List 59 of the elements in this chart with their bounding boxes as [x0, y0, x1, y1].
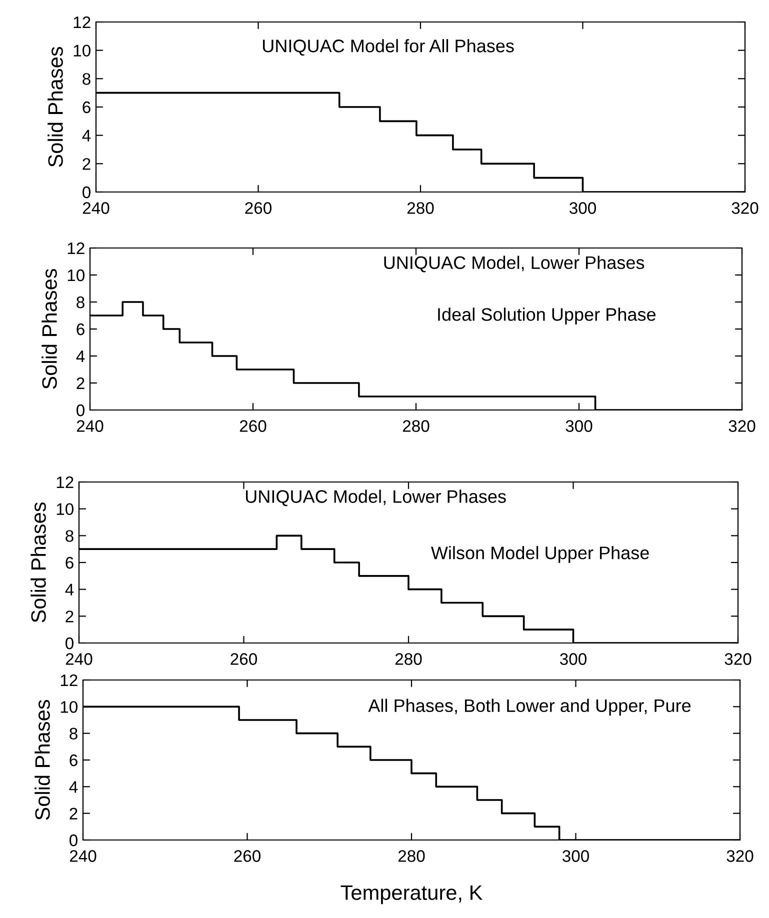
- y-tick-label: 6: [70, 754, 78, 766]
- y-tick-label: 0: [66, 637, 74, 650]
- x-axis-title: Temperature, K: [340, 885, 482, 904]
- x-tick-label: 260: [245, 202, 272, 214]
- x-tick-label: 320: [732, 202, 758, 214]
- y-tick-label: 10: [74, 44, 90, 57]
- x-tick-label: 260: [240, 420, 266, 432]
- y-tick-label: 8: [82, 73, 90, 85]
- x-tick-label: 300: [562, 850, 590, 862]
- annotation: Wilson Model Upper Phase: [431, 546, 649, 563]
- y-tick-label: 4: [82, 130, 91, 142]
- x-tick-label: 300: [560, 653, 587, 665]
- x-tick-label: 300: [566, 420, 592, 432]
- y-tick-label: 0: [76, 404, 84, 416]
- x-tick-label: 240: [70, 850, 96, 862]
- y-tick-label: 4: [76, 350, 85, 362]
- y-tick-label: 0: [70, 834, 78, 846]
- y-tick-label: 6: [66, 556, 74, 569]
- x-tick-label: 320: [728, 420, 756, 432]
- y-tick-label: 8: [70, 728, 78, 740]
- x-tick-label: 280: [402, 420, 430, 432]
- y-tick-label: 12: [74, 16, 90, 28]
- y-tick-label: 4: [65, 584, 74, 596]
- x-tick-label: 260: [230, 653, 258, 665]
- x-tick-label: 240: [82, 202, 110, 214]
- y-tick-label: 10: [60, 701, 78, 713]
- x-tick-label: 280: [398, 850, 425, 862]
- x-tick-label: 320: [724, 653, 752, 665]
- annotation: UNIQUAC Model, Lower Phases: [246, 490, 506, 506]
- y-tick-label: 6: [82, 101, 90, 114]
- y-tick-label: 4: [69, 781, 78, 793]
- y-tick-label: 10: [56, 503, 74, 516]
- y-tick-label: 6: [76, 323, 84, 336]
- y-tick-label: 12: [60, 674, 78, 686]
- x-tick-label: 320: [726, 850, 754, 862]
- y-tick-label: 2: [82, 158, 90, 170]
- x-tick-label: 280: [395, 653, 422, 665]
- y-tick-label: 2: [76, 377, 84, 390]
- x-tick-label: 260: [234, 850, 261, 862]
- y-tick-label: 12: [56, 476, 74, 488]
- y-tick-label: 2: [70, 808, 78, 820]
- y-tick-label: 8: [66, 530, 74, 542]
- y-tick-label: 12: [68, 242, 84, 254]
- x-tick-label: 240: [66, 653, 92, 665]
- y-tick-label: 2: [66, 610, 74, 622]
- x-tick-label: 280: [407, 202, 434, 214]
- y-tick-label: 10: [68, 269, 84, 282]
- x-tick-label: 300: [569, 202, 596, 214]
- y-axis-title: Solid Phases: [48, 46, 63, 167]
- y-axis-title: Solid Phases: [30, 502, 46, 622]
- annotation: Ideal Solution Upper Phase: [438, 308, 656, 324]
- annotation: All Phases, Both Lower and Upper, Pure: [368, 698, 691, 716]
- annotation: UNIQUAC Model, Lower Phases: [384, 256, 644, 272]
- y-tick-label: 0: [82, 186, 90, 198]
- annotation: UNIQUAC Model for All Phases: [263, 39, 514, 56]
- y-axis-title: Solid Phases: [42, 268, 57, 389]
- x-tick-label: 240: [76, 420, 104, 432]
- y-tick-label: 8: [76, 296, 84, 308]
- y-axis-title: Solid Phases: [34, 700, 50, 820]
